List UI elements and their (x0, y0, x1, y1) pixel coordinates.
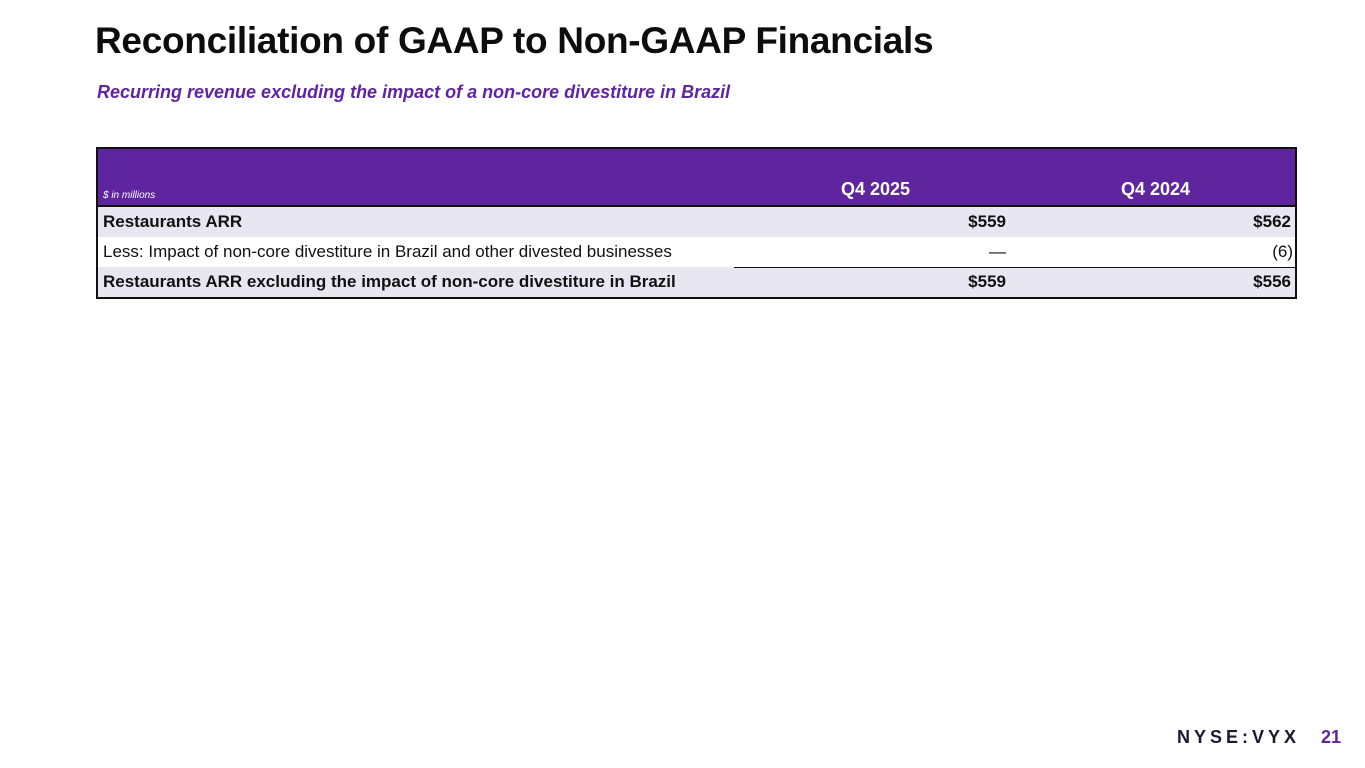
row-label: Restaurants ARR excluding the impact of … (103, 272, 676, 291)
table-row-restaurants-arr: Restaurants ARR $559 $562 (98, 207, 1295, 237)
column-header-q4-2024: Q4 2024 (1120, 179, 1191, 199)
row-label: Less: Impact of non-core divestiture in … (103, 242, 672, 261)
column-header-q4-2025: Q4 2025 (840, 179, 911, 199)
value-q4-2025: $559 (968, 272, 1006, 291)
stock-ticker: NYSE:VYX (1176, 727, 1300, 747)
table-row-adjusted-arr: Restaurants ARR excluding the impact of … (98, 267, 1295, 297)
value-q4-2024: $556 (1253, 272, 1291, 291)
row-label: Restaurants ARR (103, 212, 243, 231)
value-q4-2024: $562 (1253, 212, 1291, 231)
reconciliation-table: $ in millions Q4 2025 Q4 2024 Restaurant… (96, 147, 1297, 299)
table-row-divestiture-impact: Less: Impact of non-core divestiture in … (98, 237, 1295, 267)
value-q4-2024: (6) (1272, 242, 1293, 261)
page-subtitle: Recurring revenue excluding the impact o… (97, 82, 731, 102)
page-number: 21 (1320, 727, 1341, 747)
value-q4-2025: — (989, 242, 1006, 261)
units-note: $ in millions (103, 190, 156, 201)
table-header-row: $ in millions Q4 2025 Q4 2024 (98, 149, 1295, 207)
page-title: Reconciliation of GAAP to Non-GAAP Finan… (95, 20, 934, 61)
value-q4-2025: $559 (968, 212, 1006, 231)
total-divider (734, 267, 1295, 268)
